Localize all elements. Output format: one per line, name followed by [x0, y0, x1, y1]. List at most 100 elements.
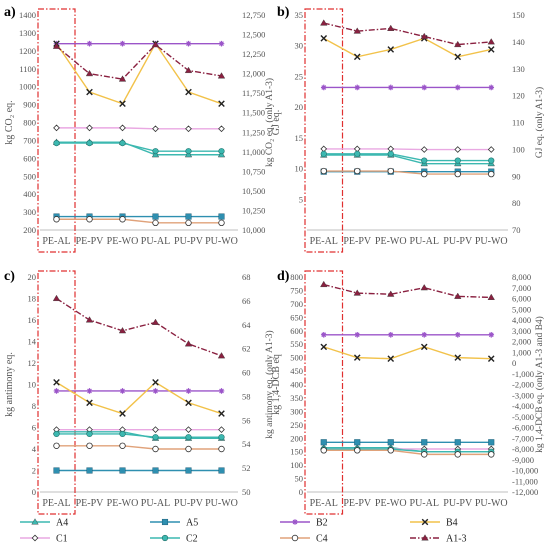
- series-line: [56, 127, 222, 130]
- series-line: [323, 37, 492, 58]
- x-tick-label: PU-WO: [205, 498, 238, 509]
- data-point: [85, 316, 94, 323]
- y-right-tick-label: 7,000: [512, 283, 531, 293]
- data-point: [53, 216, 60, 223]
- series-line: [56, 43, 222, 80]
- legend-item-B2: B2: [280, 518, 328, 529]
- series-line: [323, 283, 492, 299]
- highlight-box: [37, 8, 76, 253]
- y-right-tick-label: -5,000: [512, 412, 534, 422]
- data-point: [119, 442, 126, 449]
- data-point: [86, 399, 93, 407]
- data-point: [218, 467, 225, 474]
- y-left-tick-label: 10: [28, 380, 37, 390]
- y-left-tick-label: 500: [290, 353, 303, 363]
- legend-label: C1: [56, 534, 68, 545]
- data-point: [353, 53, 361, 61]
- x-tick-label: PE-PV: [343, 236, 372, 247]
- data-point: [185, 88, 192, 96]
- data-point: [152, 219, 159, 227]
- data-point: [184, 66, 193, 74]
- x-tick-label: PU-PV: [174, 498, 204, 509]
- series-C4: [53, 442, 225, 453]
- y-left-tick-label: 750: [290, 285, 303, 295]
- data-point: [454, 354, 462, 361]
- data-point: [86, 388, 93, 394]
- series-line: [56, 433, 222, 438]
- data-point: [320, 331, 327, 338]
- y-left-tick-label: 350: [290, 393, 303, 403]
- data-point: [86, 430, 93, 438]
- data-point: [86, 467, 93, 474]
- legend-label: B2: [316, 518, 328, 529]
- data-point: [217, 352, 226, 359]
- series-line: [56, 141, 222, 156]
- y-right-tick-label: -8,000: [512, 444, 534, 454]
- series-line: [56, 297, 222, 357]
- series-B4: [320, 343, 495, 362]
- series-line: [55, 42, 222, 105]
- y-left-tick-label: 200: [23, 225, 36, 235]
- data-point: [387, 84, 394, 91]
- y-right-tick-label: 11,000: [242, 147, 265, 157]
- legend-label: C4: [316, 534, 328, 545]
- y-left-tick-label: 6: [32, 423, 36, 433]
- data-point: [421, 439, 428, 446]
- data-point: [53, 379, 60, 386]
- data-point: [119, 430, 126, 438]
- data-point: [151, 318, 160, 325]
- y-right-tick-label: -12,000: [512, 487, 538, 497]
- data-point: [387, 290, 395, 297]
- series-line: [323, 154, 492, 165]
- data-point: [86, 140, 93, 147]
- series-line: [56, 445, 222, 450]
- x-tick-label: PU-AL: [410, 498, 439, 509]
- x-tick-label: PU-AL: [141, 236, 170, 247]
- data-point: [320, 280, 328, 288]
- data-point: [218, 426, 225, 434]
- x-tick-label: PE-AL: [42, 498, 70, 509]
- y-right-tick-label: -7,000: [512, 433, 534, 443]
- data-point: [353, 354, 361, 361]
- data-point: [354, 447, 361, 454]
- data-point: [320, 167, 327, 175]
- y-left-tick-label: 8: [32, 401, 36, 411]
- data-point: [218, 125, 225, 133]
- y-left-tick-label: 900: [23, 100, 36, 110]
- data-point: [354, 150, 361, 157]
- legend-swatch-marker: [161, 534, 169, 542]
- data-point: [119, 100, 126, 107]
- panel-label: b): [277, 5, 290, 20]
- data-point: [320, 150, 327, 157]
- y-left-tick-label: 800: [23, 118, 36, 128]
- y-left-tick-label: 450: [290, 366, 303, 376]
- data-point: [118, 75, 127, 82]
- series-A5: [53, 467, 225, 474]
- data-point: [354, 84, 361, 91]
- series-line: [323, 346, 492, 360]
- y-right-tick-label: 66: [242, 296, 251, 306]
- legend-label: A1-3: [446, 534, 467, 545]
- data-point: [119, 124, 126, 132]
- y-left-tick-label: 14: [28, 337, 37, 347]
- y-right-tick-label: 68: [242, 272, 251, 282]
- data-point: [119, 216, 126, 223]
- y-left-tick-label: 700: [290, 299, 303, 309]
- y-right-tick-label: 150: [512, 10, 525, 20]
- series-C1: [320, 145, 495, 153]
- data-point: [218, 410, 225, 417]
- data-point: [152, 467, 159, 474]
- y-left-tick-label: 16: [28, 315, 37, 325]
- y-right-tick-label: 10,000: [242, 225, 265, 235]
- series-line: [323, 22, 492, 46]
- data-point: [354, 439, 361, 446]
- y-left-tick-label: 150: [290, 447, 303, 457]
- data-point: [454, 157, 461, 164]
- y-left-tick-label: 300: [290, 406, 303, 416]
- data-point: [86, 40, 93, 47]
- data-point: [52, 42, 61, 49]
- series-line: [56, 142, 222, 152]
- y-left-tick-label: 10: [295, 164, 304, 174]
- legend-swatch-marker: [292, 519, 298, 525]
- y-left-tick-label: 4: [32, 444, 37, 454]
